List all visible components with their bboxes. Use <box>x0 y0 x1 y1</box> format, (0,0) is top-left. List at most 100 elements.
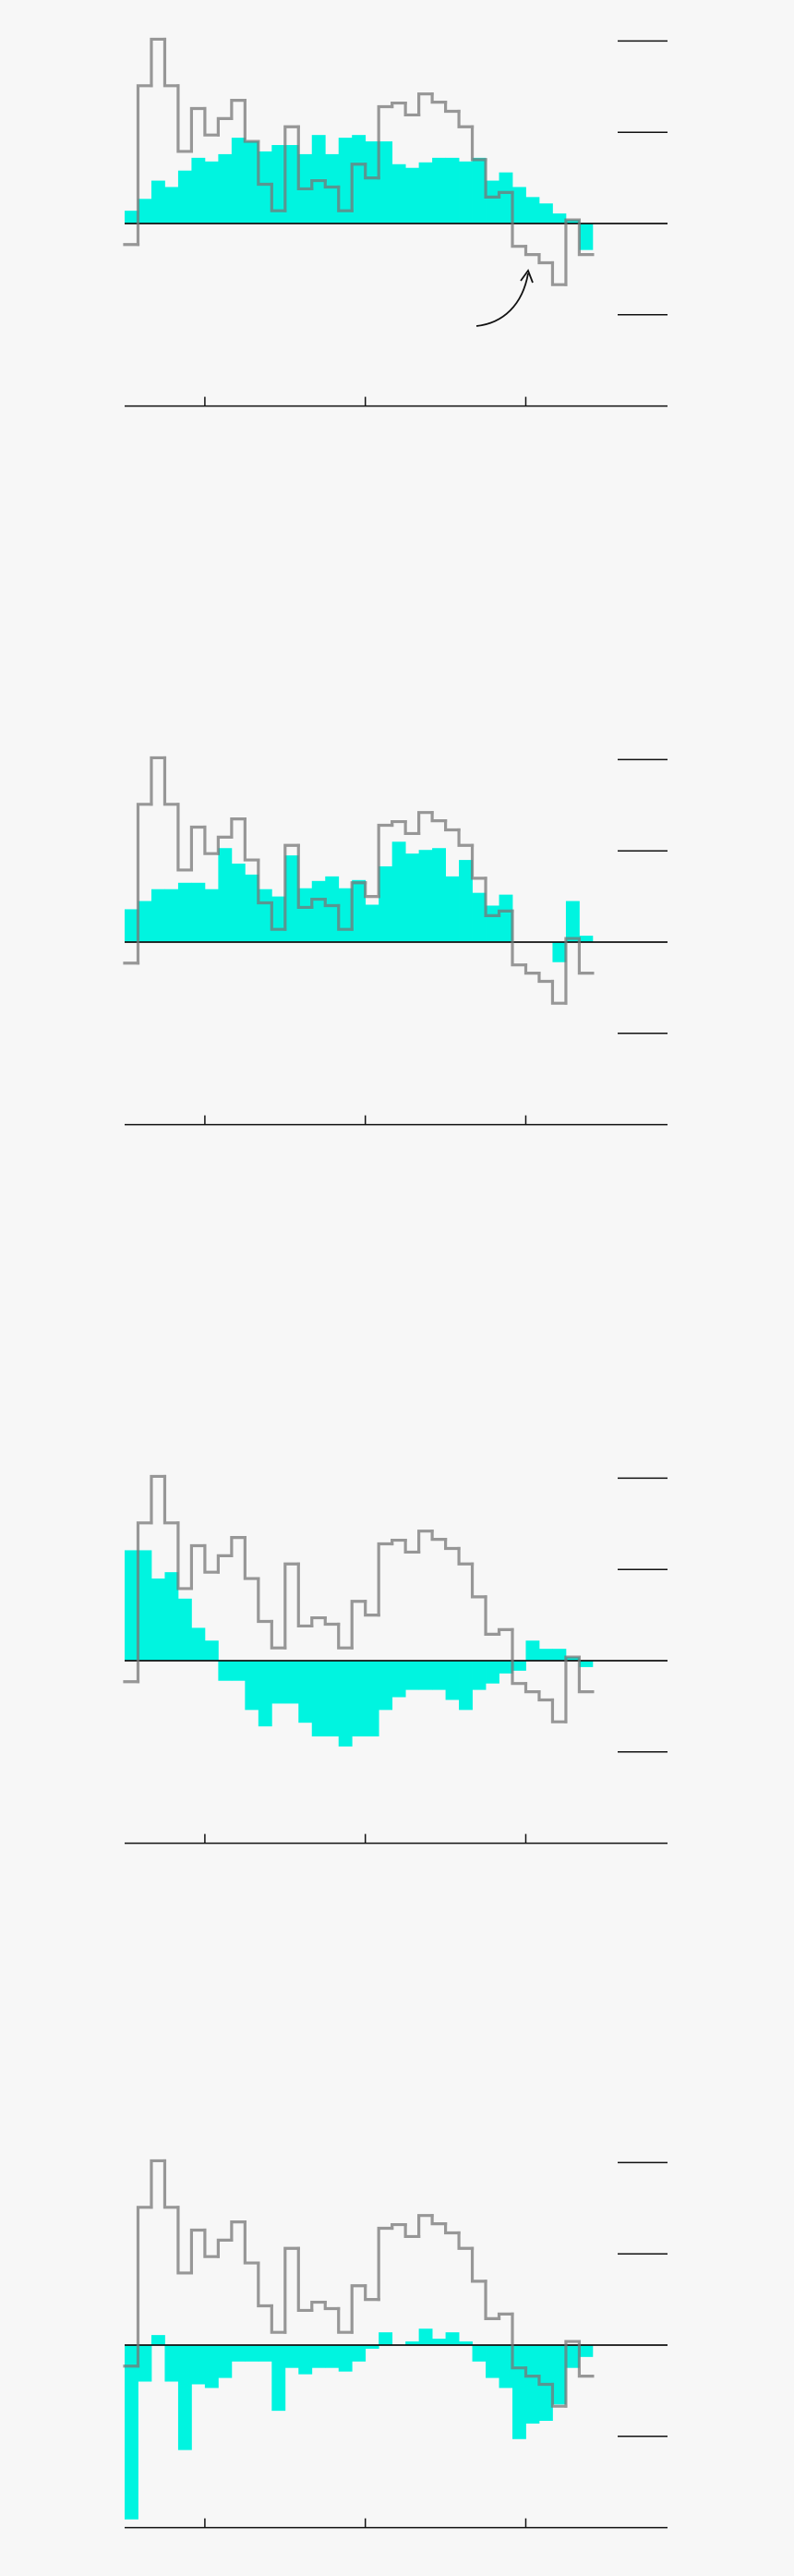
step-segment <box>350 1600 367 1650</box>
panel <box>123 1474 668 1844</box>
bar <box>191 1627 206 1661</box>
bar <box>512 187 526 224</box>
step-segment <box>430 2214 448 2226</box>
step-segment <box>523 2366 541 2378</box>
step-segment <box>176 803 194 872</box>
step-segment <box>511 190 528 248</box>
step-segment <box>430 92 448 104</box>
step-segment <box>176 1521 194 1590</box>
step-segment <box>350 163 367 212</box>
step-segment <box>216 116 234 137</box>
bar <box>191 2345 206 2385</box>
step-segment <box>417 92 434 117</box>
step-segment <box>136 2206 153 2368</box>
step-segment <box>310 1615 327 1628</box>
bar <box>258 889 272 942</box>
bar <box>150 2335 165 2345</box>
step-segment <box>537 971 555 984</box>
bar <box>150 889 165 942</box>
step-segment <box>564 2340 582 2408</box>
step-segment <box>230 99 247 120</box>
step-segment <box>391 819 407 828</box>
bar <box>125 1550 138 1661</box>
bar <box>565 2345 580 2368</box>
bar <box>445 2332 460 2345</box>
bar <box>177 170 192 224</box>
bar <box>512 1661 526 1671</box>
bar <box>432 848 446 942</box>
bar <box>472 1661 487 1690</box>
step-segment <box>296 1562 314 1628</box>
bar <box>138 2345 152 2382</box>
step-segment <box>189 1543 207 1590</box>
bar <box>284 145 299 224</box>
step-segment <box>310 178 327 191</box>
step-segment <box>497 190 514 199</box>
step-segment <box>176 84 194 153</box>
step-segment <box>577 218 595 257</box>
bar <box>204 161 219 224</box>
bar <box>418 2328 433 2345</box>
step-segment <box>257 139 273 187</box>
step-segment <box>443 2222 461 2235</box>
bar <box>231 864 246 942</box>
bar <box>245 2345 259 2362</box>
bar <box>459 161 473 224</box>
bar <box>138 1550 152 1661</box>
bar <box>525 197 540 224</box>
bar <box>459 1661 473 1711</box>
bar <box>499 894 513 942</box>
step-segment <box>497 909 514 917</box>
bar <box>538 1649 553 1661</box>
step-segment <box>443 818 461 832</box>
step-segment <box>230 2220 247 2242</box>
step-segment <box>430 1530 448 1542</box>
bar <box>258 1661 272 1727</box>
step-segment <box>523 1682 541 1694</box>
bar <box>338 138 353 224</box>
bar <box>338 888 353 942</box>
bar <box>405 853 420 942</box>
step-segment <box>296 125 314 191</box>
step-line <box>123 37 595 286</box>
step-segment <box>403 1538 421 1554</box>
bar <box>245 1661 259 1711</box>
step-segment <box>270 182 287 212</box>
step-segment <box>443 1538 461 1551</box>
step-segment <box>189 106 207 153</box>
step-segment <box>577 1655 595 1694</box>
bar <box>164 1572 179 1661</box>
bar <box>258 2345 272 2362</box>
bar <box>164 187 179 224</box>
bar <box>565 1657 580 1661</box>
bar <box>125 909 138 942</box>
step-segment <box>162 2159 180 2209</box>
bar <box>352 879 367 942</box>
step-segment <box>417 811 434 836</box>
panel <box>123 756 668 1126</box>
bar <box>218 1661 233 1681</box>
bar <box>245 141 259 224</box>
step-segment <box>337 2306 354 2334</box>
bar <box>432 157 446 224</box>
step-segment <box>257 2261 273 2308</box>
step-segment <box>484 1595 501 1636</box>
bar <box>218 153 233 224</box>
step-segment <box>470 843 487 880</box>
bar <box>284 2345 299 2368</box>
bar <box>405 2341 420 2345</box>
step-segment <box>457 828 475 847</box>
bar <box>486 180 499 224</box>
step-segment <box>537 2374 555 2387</box>
bars <box>125 135 594 250</box>
step-segment <box>162 1474 180 1525</box>
bar <box>391 841 406 942</box>
step-segment <box>484 158 501 199</box>
bar <box>565 220 580 224</box>
bar <box>579 2345 594 2357</box>
bar <box>459 860 473 942</box>
step-segment <box>230 817 247 839</box>
bar <box>391 163 406 224</box>
step-segment <box>470 125 487 162</box>
step-segment <box>136 1521 153 1684</box>
